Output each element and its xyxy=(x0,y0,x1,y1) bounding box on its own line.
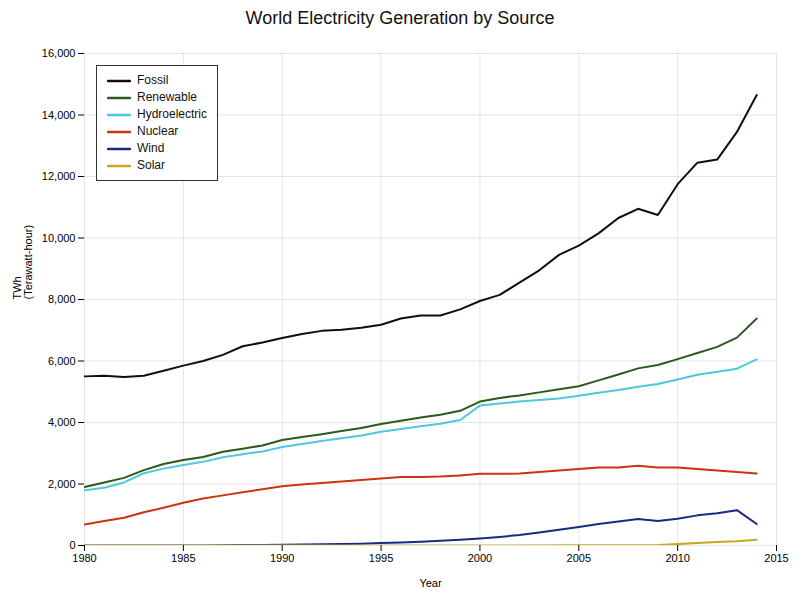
html-text:Nuclear: Nuclear xyxy=(137,124,179,138)
html-text:Fossil: Fossil xyxy=(137,73,169,87)
svg-text:1990: 1990 xyxy=(270,552,294,564)
html-text:Solar: Solar xyxy=(137,158,165,172)
html-text:World Electricity Generation b: World Electricity Generation by Source xyxy=(245,8,555,28)
svg-text:2005: 2005 xyxy=(567,552,591,564)
svg-text:4,000: 4,000 xyxy=(48,416,76,428)
svg-text:8,000: 8,000 xyxy=(48,293,76,305)
svg-text:2010: 2010 xyxy=(665,552,689,564)
svg-text:10,000: 10,000 xyxy=(42,232,76,244)
svg-text:14,000: 14,000 xyxy=(42,109,76,121)
svg-text:1985: 1985 xyxy=(171,552,195,564)
svg-text:2000: 2000 xyxy=(468,552,492,564)
svg-text:1980: 1980 xyxy=(72,552,96,564)
svg-text:2,000: 2,000 xyxy=(48,478,76,490)
svg-text:16,000: 16,000 xyxy=(42,47,76,59)
html-text:Wind: Wind xyxy=(137,141,165,155)
svg-text:0: 0 xyxy=(69,539,75,551)
svg-text:6,000: 6,000 xyxy=(48,355,76,367)
html-text:Renewable: Renewable xyxy=(137,90,197,104)
svg-text:2015: 2015 xyxy=(764,552,788,564)
svg-text:1995: 1995 xyxy=(369,552,393,564)
svg-text:Year: Year xyxy=(419,577,442,589)
html-text:Hydroelectric: Hydroelectric xyxy=(137,107,207,121)
svg-text:12,000: 12,000 xyxy=(42,170,76,182)
svg-text:TWh(Terawatt-hour): TWh(Terawatt-hour) xyxy=(11,225,34,300)
